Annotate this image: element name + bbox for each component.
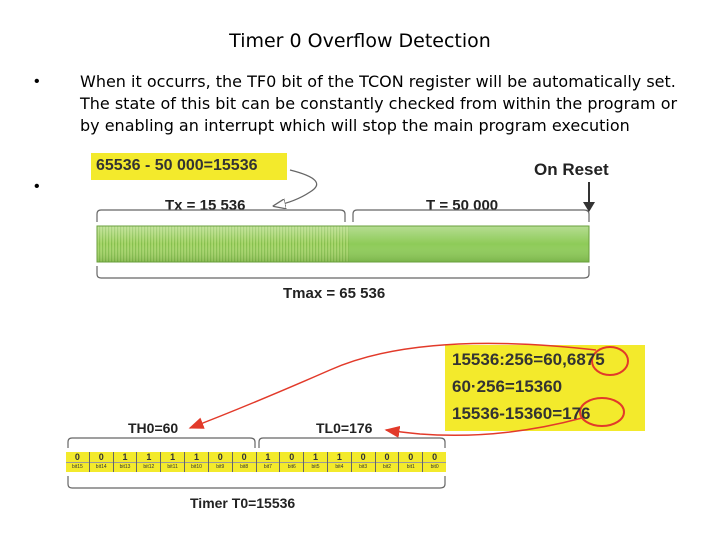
register-bit-cell: 0 bit9 — [207, 452, 232, 472]
timer-bar — [96, 225, 590, 263]
bit-value: 1 — [137, 452, 161, 463]
bit-name: bit5 — [304, 462, 327, 472]
register-bit-cell: 0 bit15 — [66, 452, 89, 472]
bit-name: bit13 — [113, 462, 137, 472]
bit-name: bit8 — [232, 462, 256, 472]
slide-title: Timer 0 Overflow Detection — [229, 30, 491, 52]
bit-value: 0 — [232, 452, 256, 463]
timer-register: 0 bit15 0 bit14 1 bit13 1 bit12 1 bit11 1 bit1… — [66, 452, 446, 472]
timer-label: Timer T0=15536 — [190, 495, 296, 511]
bit-value: 1 — [256, 452, 280, 463]
on-reset-label: On Reset — [534, 160, 609, 179]
bit-value: 1 — [327, 452, 351, 463]
th0-brace — [67, 437, 256, 448]
bit-name: bit15 — [66, 462, 89, 472]
bullet-1: • — [34, 73, 40, 90]
register-bit-cell: 1 bit11 — [160, 452, 185, 472]
bit-name: bit2 — [375, 462, 399, 472]
bit-name: bit12 — [137, 462, 161, 472]
bit-name: bit9 — [208, 462, 232, 472]
bit-value: 0 — [351, 452, 375, 463]
bit-value: 0 — [89, 452, 113, 463]
register-bit-cell: 1 bit10 — [184, 452, 208, 472]
th0-label: TH0=60 — [128, 420, 179, 436]
bit-value: 1 — [185, 452, 208, 463]
register-bit-cell: 1 bit7 — [255, 452, 280, 472]
register-bit-cell: 1 bit5 — [303, 452, 327, 472]
register-bit-cell: 0 bit14 — [88, 452, 113, 472]
calc-line-2: 60·256=15360 — [452, 377, 563, 396]
register-bit-cell: 0 bit6 — [279, 452, 304, 472]
formula-to-tx-arrow — [274, 169, 318, 206]
bit-name: bit14 — [89, 462, 113, 472]
register-bit-cell: 0 bit8 — [231, 452, 256, 472]
bit-name: bit10 — [185, 462, 208, 472]
bit-value: 0 — [423, 452, 446, 463]
register-bit-cell: 1 bit4 — [326, 452, 351, 472]
calc-box — [445, 345, 645, 431]
bit-value: 0 — [66, 452, 89, 463]
tl0-brace — [258, 437, 446, 448]
register-bit-cell: 0 bit2 — [374, 452, 399, 472]
t-brace — [352, 209, 590, 222]
register-bit-cell: 0 bit0 — [422, 452, 446, 472]
calc-line-1: 15536:256=60,6875 — [452, 350, 605, 369]
top-formula-highlight — [91, 153, 287, 180]
circle-60 — [591, 346, 629, 376]
bit-name: bit3 — [351, 462, 375, 472]
bit-name: bit7 — [256, 462, 280, 472]
top-formula: 65536 - 50 000=15536 — [96, 157, 258, 174]
timer-brace — [67, 476, 446, 489]
tmax-brace — [96, 266, 590, 279]
bit-value: 1 — [304, 452, 327, 463]
bit-value: 1 — [113, 452, 137, 463]
arrow-to-th0 — [188, 342, 597, 429]
body-paragraph: When it occurrs, the TF0 bit of the TCON… — [80, 72, 678, 135]
register-bit-cell: 0 bit3 — [350, 452, 375, 472]
bit-value: 0 — [208, 452, 232, 463]
tl0-label: TL0=176 — [316, 420, 373, 436]
calc-line-3: 15536-15360=176 — [452, 404, 591, 423]
bit-name: bit1 — [399, 462, 423, 472]
arrow-to-tl0 — [384, 417, 583, 438]
circle-176 — [579, 397, 625, 427]
bit-name: bit0 — [423, 462, 446, 472]
bit-name: bit11 — [161, 462, 185, 472]
bullet-2: • — [34, 178, 40, 195]
bit-name: bit6 — [280, 462, 304, 472]
register-bit-cell: 1 bit13 — [112, 452, 137, 472]
bit-value: 1 — [161, 452, 185, 463]
bit-name: bit4 — [327, 462, 351, 472]
tx-brace — [96, 209, 346, 222]
tmax-label: Tmax = 65 536 — [283, 285, 386, 302]
bit-value: 0 — [399, 452, 423, 463]
register-bit-cell: 0 bit1 — [398, 452, 423, 472]
register-bit-cell: 1 bit12 — [136, 452, 161, 472]
bit-value: 0 — [375, 452, 399, 463]
bit-value: 0 — [280, 452, 304, 463]
